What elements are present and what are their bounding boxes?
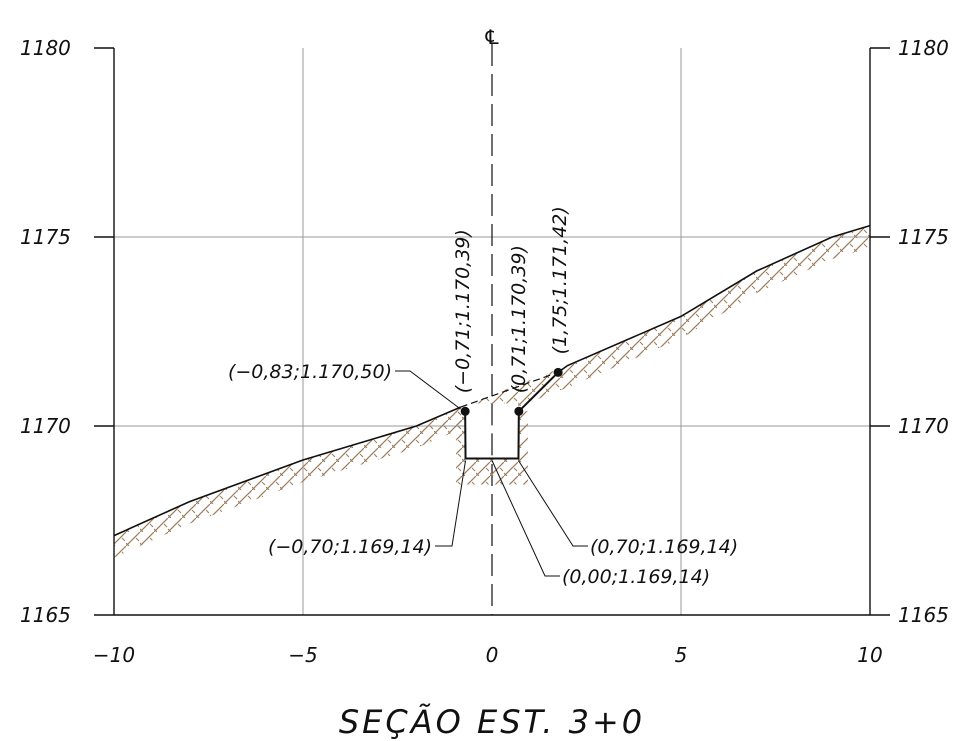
y-tick-label-left: 1165 <box>20 603 71 627</box>
point-label: (−0,83;1.170,50) <box>228 361 392 383</box>
y-tick-label-left: 1175 <box>20 225 71 249</box>
terrain-hatch <box>114 225 870 558</box>
terrain-line-left <box>113 406 461 537</box>
leader-line <box>435 460 467 547</box>
channel-outline <box>464 371 559 460</box>
x-tick-label: 0 <box>486 643 499 667</box>
vertex-marker <box>514 406 524 416</box>
point-label-rotated: (0,71;1.170,39) <box>508 245 530 393</box>
plot-frame <box>113 48 871 616</box>
leader-line <box>491 460 560 577</box>
centerline-symbol: ℄ <box>483 25 501 49</box>
point-label: (0,00;1.169,14) <box>562 566 710 588</box>
point-label-rotated: (−0,71;1.170,39) <box>452 229 474 393</box>
vertex-marker <box>460 406 470 416</box>
y-tick-label-right: 1175 <box>898 225 949 249</box>
leader-line <box>395 370 461 410</box>
y-tick-label-right: 1180 <box>898 36 949 60</box>
point-label-rotated: (1,75;1.171,42) <box>549 206 571 354</box>
x-tick-label: 10 <box>857 643 882 667</box>
x-tick-label: −5 <box>288 643 317 667</box>
grid <box>114 44 870 615</box>
y-tick-label-left: 1180 <box>20 36 71 60</box>
terrain <box>113 224 871 558</box>
y-tick-label-right: 1170 <box>898 414 949 438</box>
point-annotations: (−0,83;1.170,50) (−0,71;1.170,39) (0,71;1.… <box>228 206 738 588</box>
x-tick-label: −10 <box>93 643 135 667</box>
leader-line <box>518 460 588 547</box>
section-title: SEÇÃO EST. 3+0 <box>339 703 645 741</box>
original-terrain-dashed <box>460 371 559 408</box>
y-tick-label-left: 1170 <box>20 414 71 438</box>
point-label: (−0,70;1.169,14) <box>268 536 432 558</box>
point-label: (0,70;1.169,14) <box>590 536 738 558</box>
terrain-line-right <box>557 224 871 373</box>
x-tick-label: 5 <box>675 643 688 667</box>
vertex-marker <box>553 367 563 377</box>
y-tick-label-right: 1165 <box>898 603 949 627</box>
tick-labels: 1165 1165 1170 1170 1175 1175 1180 1180 −10 −5 0 5 1… <box>20 36 949 667</box>
channel-profile <box>460 367 563 460</box>
